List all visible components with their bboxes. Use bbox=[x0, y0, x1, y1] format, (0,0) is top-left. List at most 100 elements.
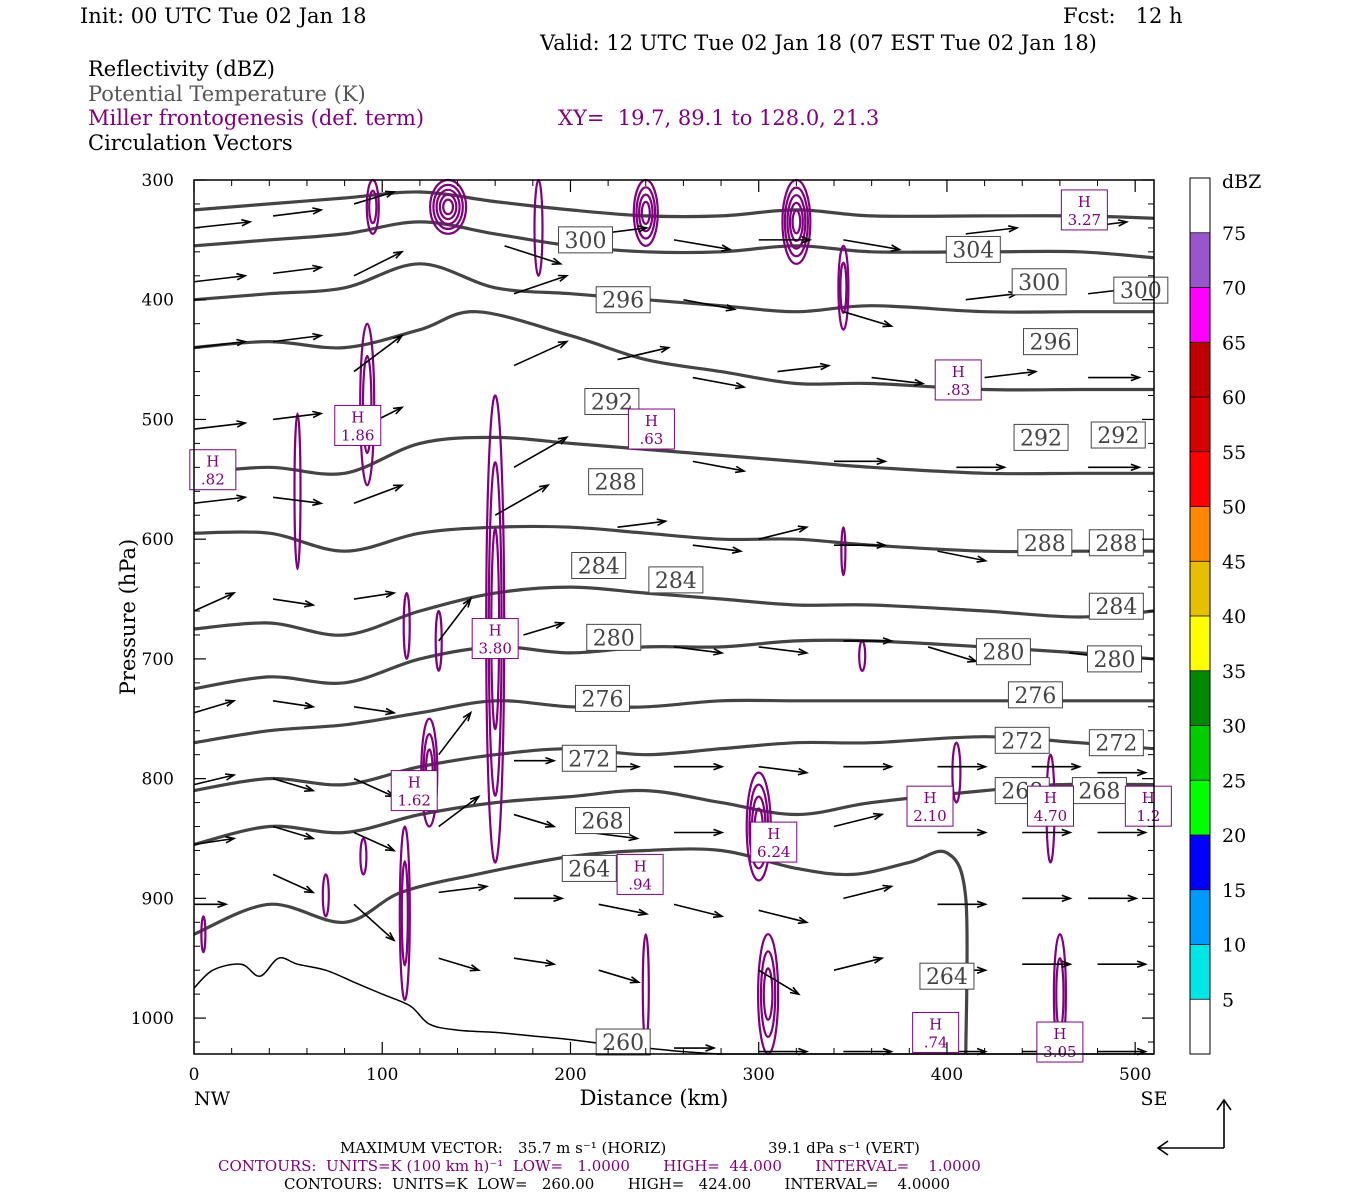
colorbar-label-45: 45 bbox=[1222, 551, 1246, 573]
y-tick-label-400: 400 bbox=[142, 291, 174, 311]
theta-contour-304 bbox=[193, 220, 1155, 260]
colorbar-label-20: 20 bbox=[1222, 825, 1246, 847]
colorbar-segment-40 bbox=[1190, 561, 1210, 616]
theta-label-6: 292 bbox=[591, 390, 633, 415]
vector-74 bbox=[353, 831, 395, 852]
colorbar-label-35: 35 bbox=[1222, 661, 1246, 683]
y-tick-label-500: 500 bbox=[142, 410, 174, 430]
vector-78 bbox=[833, 813, 883, 828]
vector-head-51 bbox=[713, 648, 725, 656]
colorbar-segment-70 bbox=[1190, 232, 1210, 288]
frontogenesis-contour-6 bbox=[361, 354, 373, 455]
frontogenesis-contour-15 bbox=[762, 967, 774, 1021]
colorbar-segment-30 bbox=[1190, 670, 1210, 726]
frontogenesis-contour-16 bbox=[641, 933, 650, 1044]
theta-label-14: 284 bbox=[1095, 595, 1137, 620]
high-value-10: 1.2 bbox=[1136, 807, 1160, 825]
vector-head-37 bbox=[312, 498, 324, 507]
vector-head-69 bbox=[976, 762, 988, 771]
high-value-1: 1.86 bbox=[341, 426, 374, 444]
vector-head-60 bbox=[225, 773, 237, 781]
vector-15 bbox=[843, 310, 892, 327]
vector-head-57 bbox=[304, 701, 316, 710]
theta-label-1: 304 bbox=[952, 238, 994, 263]
high-marker-7: H bbox=[767, 825, 780, 843]
high-value-7: 6.24 bbox=[757, 843, 790, 861]
theta-label-box-27 bbox=[919, 962, 975, 990]
colorbar-label-10: 10 bbox=[1222, 935, 1246, 957]
vector-head-41 bbox=[731, 546, 744, 554]
theta-contour-284 bbox=[193, 585, 1155, 637]
vector-head-33 bbox=[876, 457, 888, 466]
vector-head-30 bbox=[393, 406, 405, 415]
theta-label-box-1 bbox=[945, 235, 1001, 263]
theta-label-3: 300 bbox=[1018, 271, 1060, 296]
theta-label-box-3 bbox=[1011, 268, 1067, 296]
frontogenesis-contour-6 bbox=[359, 322, 376, 487]
vector-head-58 bbox=[385, 707, 397, 716]
vector-39 bbox=[494, 484, 549, 516]
contours-theta: CONTOURS: UNITS=K LOW= 260.00 HIGH= 424.… bbox=[284, 1175, 950, 1193]
high-marker-4: H bbox=[206, 453, 219, 471]
legend-vert-arrowhead bbox=[1216, 1098, 1232, 1111]
vector-head-102 bbox=[705, 1044, 717, 1052]
high-marker-1: H bbox=[351, 408, 364, 426]
field-frontogenesis: Miller frontogenesis (def. term) bbox=[88, 106, 425, 130]
vector-56 bbox=[193, 700, 235, 714]
theta-label-box-10 bbox=[1017, 529, 1073, 557]
theta-contour-296 bbox=[193, 310, 1154, 392]
vector-72 bbox=[193, 837, 235, 846]
vector-52 bbox=[758, 646, 807, 654]
colorbar-segment-65 bbox=[1190, 287, 1210, 343]
high-box-2 bbox=[627, 408, 675, 450]
theta-label-27: 264 bbox=[926, 965, 968, 990]
theta-label-19: 276 bbox=[1014, 684, 1056, 709]
vector-head-90 bbox=[882, 884, 894, 893]
circulation-vectors bbox=[193, 190, 1148, 1056]
x-tick-label-400: 400 bbox=[931, 1065, 963, 1085]
vector-0 bbox=[193, 221, 251, 229]
colorbar-segment-20 bbox=[1190, 780, 1210, 835]
vector-16 bbox=[965, 292, 1018, 301]
vector-head-87 bbox=[637, 908, 650, 917]
vector-head-91 bbox=[976, 900, 988, 909]
high-marker-13: H bbox=[1053, 1025, 1066, 1043]
high-box-11 bbox=[616, 853, 664, 895]
max-vector-horiz: 35.7 m s⁻¹ (HORIZ) bbox=[518, 1139, 667, 1157]
vector-head-96 bbox=[629, 976, 641, 984]
frontogenesis-contour-4 bbox=[788, 201, 804, 242]
max-vector-vert: 39.1 dPa s⁻¹ (VERT) bbox=[768, 1139, 920, 1157]
contours-frontogenesis: CONTOURS: UNITS=K (100 km h)⁻¹ LOW= 1.00… bbox=[218, 1157, 981, 1175]
vector-head-76 bbox=[628, 833, 640, 842]
vector-head-48 bbox=[385, 590, 397, 599]
init-time: Init: 00 UTC Tue 02 Jan 18 bbox=[80, 4, 367, 28]
theta-label-11: 288 bbox=[1095, 532, 1137, 557]
frontogenesis-contour-21 bbox=[951, 741, 962, 804]
vector-54 bbox=[927, 646, 977, 663]
vector-head-38 bbox=[393, 484, 405, 492]
vector-89 bbox=[758, 909, 807, 924]
vector-85 bbox=[438, 885, 487, 894]
vector-73 bbox=[272, 825, 314, 840]
high-box-5 bbox=[471, 618, 519, 660]
vector-50 bbox=[523, 622, 564, 636]
colorbar-title: dBZ bbox=[1222, 171, 1261, 193]
frontogenesis-contour-22 bbox=[200, 915, 207, 954]
x-tick-label-0: 0 bbox=[189, 1065, 200, 1085]
vector-75 bbox=[513, 813, 555, 828]
vector-head-61 bbox=[304, 784, 316, 792]
high-marker-0: H bbox=[1078, 193, 1091, 211]
vector-28 bbox=[193, 422, 246, 430]
vector-head-94 bbox=[469, 964, 481, 972]
high-marker-10: H bbox=[1142, 789, 1155, 807]
high-value-4: .82 bbox=[201, 471, 225, 489]
vector-58 bbox=[353, 706, 395, 714]
vector-96 bbox=[598, 969, 639, 983]
y-tick-label-300: 300 bbox=[142, 171, 174, 191]
high-marker-6: H bbox=[408, 774, 421, 792]
vector-head-22 bbox=[659, 345, 671, 354]
theta-label-16: 280 bbox=[982, 641, 1024, 666]
theta-contour-272 bbox=[193, 735, 1155, 793]
vector-head-92 bbox=[1061, 894, 1073, 903]
